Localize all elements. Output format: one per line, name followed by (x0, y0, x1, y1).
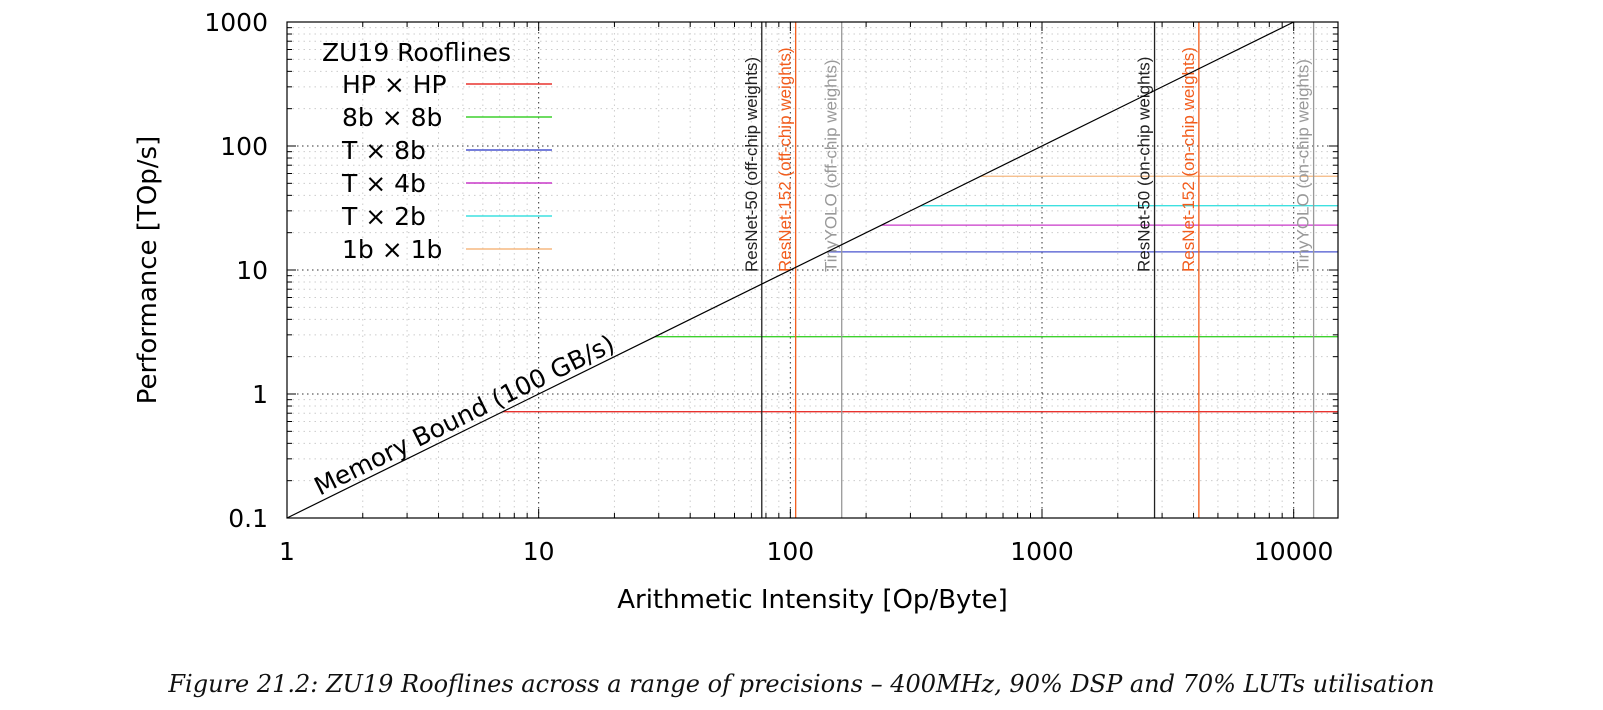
y-tick-label: 0.1 (228, 504, 268, 533)
legend-entry-label: T × 4b (341, 169, 426, 198)
y-tick-label: 100 (220, 132, 268, 161)
marker-label: ResNet-152 (on-chip weights) (1179, 47, 1198, 272)
y-tick-label: 1 (252, 380, 268, 409)
legend-entry-label: T × 8b (341, 136, 426, 165)
ticks: 1 10 100 1000 10000 0.1 1 10 100 1000 (204, 8, 1338, 566)
y-tick-label: 1000 (204, 8, 268, 37)
legend-entry-label: 1b × 1b (342, 235, 442, 264)
memory-bound-label: Memory Bound (100 GB/s) (310, 329, 619, 501)
x-tick-label: 100 (766, 537, 814, 566)
x-tick-label: 10000 (1254, 537, 1334, 566)
y-tick-label: 10 (236, 256, 268, 285)
x-axis-label: Arithmetic Intensity [Op/Byte] (617, 585, 1008, 615)
marker-label: TinyYOLO (off-chip weights) (822, 59, 841, 272)
x-tick-label: 10 (523, 537, 555, 566)
x-tick-label: 1000 (1010, 537, 1074, 566)
marker-label: ResNet-50 (on-chip weights) (1135, 57, 1154, 272)
legend-entry-label: HP × HP (342, 70, 447, 99)
marker-label: ResNet-152 (off-chip weights) (776, 47, 795, 272)
x-tick-label: 1 (279, 537, 295, 566)
vertical-markers: ResNet-50 (off-chip weights) ResNet-152 (… (742, 22, 1315, 518)
legend-entry-label: T × 2b (341, 202, 426, 231)
memory-bound-line (286, 21, 1294, 519)
minor-grid (287, 22, 1338, 518)
legend-entry-label: 8b × 8b (342, 103, 442, 132)
marker-label: ResNet-50 (off-chip weights) (742, 57, 761, 272)
y-axis-label: Performance [TOp/s] (133, 136, 163, 404)
legend-title: ZU19 Rooflines (322, 38, 511, 67)
roofline-series (502, 175, 1338, 413)
legend: ZU19 Rooflines HP × HP 8b × 8b T × 8b T × 4b… (322, 38, 552, 264)
marker-label: TinyYOLO (on-chip weights) (1294, 59, 1313, 272)
figure-caption: Figure 21.2: ZU19 Rooflines across a ran… (168, 670, 1435, 698)
